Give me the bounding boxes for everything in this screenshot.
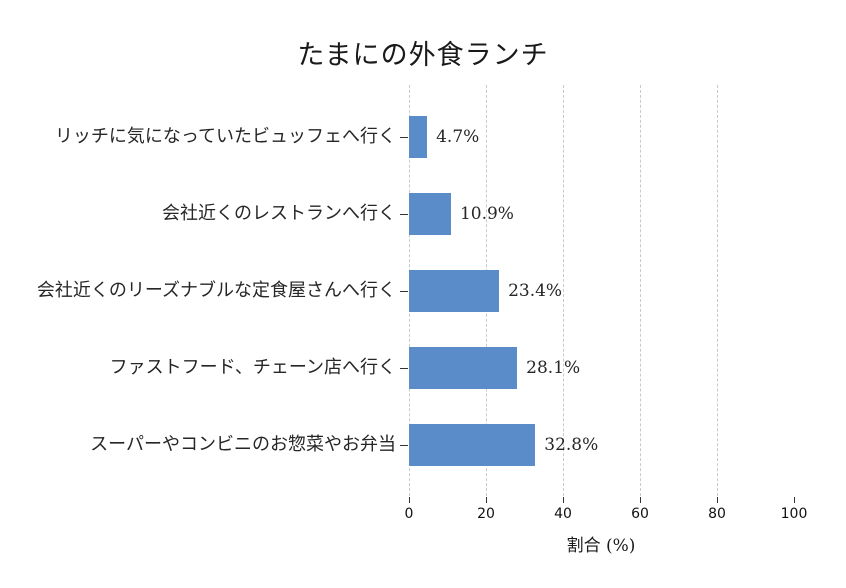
value-label: 4.7%	[436, 127, 480, 147]
x-axis-tick-label: 40	[554, 506, 572, 522]
plot-area: 4.7% 10.9% 23.4% 28.1% 32.8%	[409, 85, 794, 496]
x-axis-tick-label: 60	[631, 506, 649, 522]
category-label: スーパーやコンビニのお惣菜やお弁当	[90, 434, 396, 455]
x-axis-tick-label: 100	[780, 506, 808, 522]
y-axis-tick	[400, 445, 408, 446]
x-axis-tick	[563, 497, 564, 503]
category-label: 会社近くのリーズナブルな定食屋さんへ行く	[36, 280, 396, 301]
x-axis-tick	[409, 497, 410, 503]
value-label: 28.1%	[526, 358, 581, 378]
gridline	[640, 85, 641, 496]
value-label: 10.9%	[459, 204, 514, 224]
x-axis-tick-label: 80	[708, 506, 726, 522]
x-axis-tick-label: 0	[404, 506, 414, 522]
y-axis-tick	[400, 137, 408, 138]
bar	[409, 424, 536, 466]
gridline	[563, 85, 564, 496]
category-label: リッチに気になっていたビュッフェへ行く	[54, 126, 396, 147]
value-label: 23.4%	[508, 281, 563, 301]
x-axis-tick	[794, 497, 795, 503]
bar	[409, 347, 518, 389]
x-axis-label: 割合 (%)	[566, 536, 636, 556]
gridline	[717, 85, 718, 496]
bar	[409, 193, 451, 235]
value-label: 32.8%	[544, 435, 599, 455]
x-axis-tick	[717, 497, 718, 503]
y-axis-tick	[400, 291, 408, 292]
y-axis-tick	[400, 214, 408, 215]
category-label: ファストフード、チェーン店へ行く	[109, 357, 396, 378]
category-label: 会社近くのレストランへ行く	[162, 203, 396, 224]
y-axis-category-labels: リッチに気になっていたビュッフェへ行く会社近くのレストランへ行く会社近くのリーズ…	[0, 85, 396, 496]
bar	[409, 116, 428, 158]
chart-title: たまにの外食ランチ	[297, 40, 549, 71]
y-axis-tick	[400, 368, 408, 369]
x-axis-tick	[640, 497, 641, 503]
x-axis-tick-label: 20	[477, 506, 495, 522]
x-axis-tick	[486, 497, 487, 503]
bar	[409, 270, 500, 312]
